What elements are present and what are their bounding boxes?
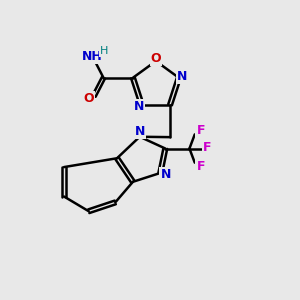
- Text: N: N: [134, 125, 145, 138]
- Text: F: F: [203, 141, 212, 154]
- Text: H: H: [100, 46, 109, 56]
- Text: NH: NH: [82, 50, 103, 63]
- Text: N: N: [177, 70, 187, 83]
- Text: O: O: [151, 52, 161, 65]
- Text: F: F: [196, 124, 205, 137]
- Text: F: F: [196, 160, 205, 173]
- Text: N: N: [160, 168, 171, 181]
- Text: N: N: [134, 100, 144, 113]
- Text: O: O: [83, 92, 94, 105]
